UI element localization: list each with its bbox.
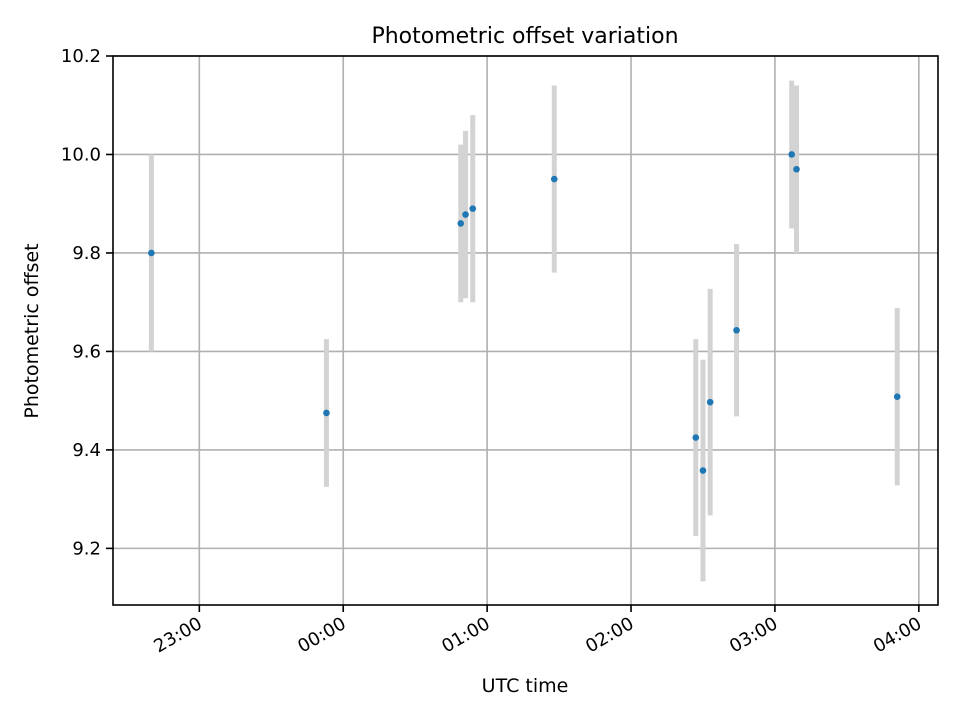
y-tick-label: 9.6 [72, 341, 101, 362]
data-point [793, 165, 800, 173]
data-point [733, 326, 740, 334]
y-tick-label: 9.4 [72, 440, 101, 461]
y-axis-ticks: 9.2 9.4 9.6 9.8 10.0 10.2 [61, 46, 113, 559]
y-axis-label: Photometric offset [21, 243, 43, 418]
y-tick-label: 9.8 [72, 243, 101, 264]
data-point [788, 151, 796, 158]
data-point [323, 409, 330, 417]
data-point [893, 393, 901, 401]
x-axis-label: UTC time [482, 675, 569, 697]
data-point [457, 220, 465, 227]
data-point [469, 205, 477, 212]
data-point [706, 398, 714, 406]
y-tick-label: 9.2 [72, 538, 101, 559]
data-point [699, 467, 707, 474]
data-point [148, 249, 155, 257]
data-point [692, 434, 700, 441]
y-tick-label: 10.0 [61, 144, 101, 165]
data-point [462, 211, 469, 218]
y-tick-label: 10.2 [61, 46, 101, 67]
plot-frame [112, 55, 939, 606]
data-point [550, 175, 558, 183]
chart-title: Photometric offset variation [371, 24, 678, 49]
data-points [148, 151, 901, 474]
